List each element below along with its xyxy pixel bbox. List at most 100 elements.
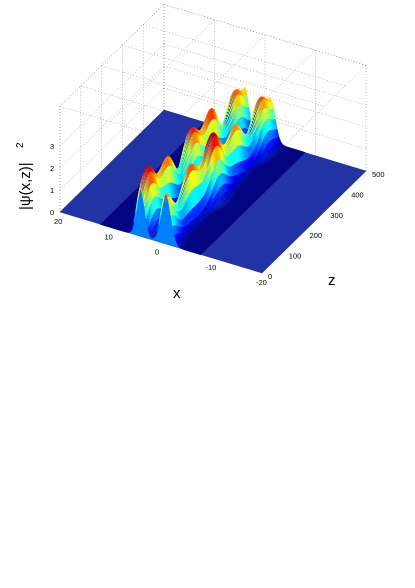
surface-segment: [231, 183, 235, 189]
surface-segment: [249, 192, 252, 195]
surface-segment: [246, 202, 249, 205]
surface-segment: [258, 188, 261, 190]
surface-segment: [240, 182, 244, 185]
surface-segment: [225, 174, 229, 184]
surface-segment: [253, 178, 256, 180]
surface-segment: [248, 157, 252, 165]
surface-segment: [248, 166, 252, 171]
surface-segment: [270, 160, 273, 163]
surface-segment: [221, 215, 224, 218]
surface-segment: [210, 108, 214, 120]
surface-segment: [238, 173, 242, 180]
surface-segment: [240, 210, 243, 213]
surface-segment: [233, 175, 237, 183]
surface-segment: [209, 109, 213, 121]
surface-segment: [180, 144, 184, 147]
surface-segment: [244, 190, 248, 193]
surface-segment: [260, 180, 263, 182]
surface-segment: [200, 163, 204, 168]
surface-segment: [238, 94, 242, 105]
surface-segment: [266, 183, 269, 185]
surface-segment: [244, 200, 247, 202]
surface-segment: [288, 161, 291, 164]
surface-segment: [268, 108, 272, 120]
surface-segment: [267, 160, 271, 163]
surface-segment: [247, 158, 250, 167]
surface-segment: [243, 96, 247, 108]
surface-segment: [239, 161, 243, 173]
surface-segment: [283, 171, 286, 173]
surface-segment: [234, 214, 237, 216]
surface-segment: [266, 159, 269, 162]
surface-segment: [176, 164, 179, 167]
surface-segment: [200, 145, 204, 158]
surface-segment: [214, 147, 218, 162]
surface-segment: [267, 179, 271, 181]
surface-segment: [156, 171, 159, 173]
surface-segment: [235, 211, 238, 213]
surface-segment: [243, 135, 247, 147]
surface-segment: [235, 109, 239, 121]
surface-segment: [298, 152, 301, 154]
surface-segment: [214, 111, 218, 122]
surface-segment: [238, 192, 241, 195]
surface-segment: [241, 193, 244, 196]
surface-segment: [274, 156, 277, 159]
surface-segment: [259, 178, 262, 181]
surface-segment: [252, 192, 255, 195]
surface-segment: [261, 127, 265, 140]
surface-segment: [277, 168, 280, 170]
surface-segment: [267, 182, 270, 184]
surface-segment: [244, 87, 248, 95]
surface-segment: [275, 137, 279, 144]
surface-segment: [289, 147, 292, 149]
surface-segment: [283, 168, 287, 170]
surface-segment: [260, 96, 263, 101]
surface-segment: [268, 150, 272, 155]
surface-segment: [283, 155, 286, 157]
surface-segment: [218, 211, 222, 214]
surface-segment: [272, 179, 275, 182]
surface-segment: [179, 146, 182, 148]
surface-segment: [216, 213, 219, 216]
surface-segment: [227, 207, 230, 210]
surface-segment: [215, 209, 218, 212]
surface-segment: [225, 190, 229, 196]
surface-segment: [292, 157, 295, 160]
surface-segment: [229, 206, 232, 208]
surface-segment: [222, 184, 226, 193]
surface-segment: [219, 210, 222, 213]
surface-segment: [239, 145, 243, 162]
surface-segment: [260, 175, 263, 177]
surface-segment: [270, 183, 273, 185]
surface-segment: [225, 142, 228, 147]
surface-segment: [246, 184, 249, 187]
surface-segment: [246, 191, 249, 193]
surface-segment: [193, 144, 197, 158]
surface-segment: [214, 206, 217, 210]
surface-segment: [253, 182, 256, 184]
surface-segment: [229, 133, 233, 139]
surface-segment: [249, 156, 253, 164]
surface-segment: [240, 185, 243, 188]
surface-segment: [233, 191, 237, 194]
surface-segment: [278, 173, 282, 175]
surface-segment: [234, 111, 238, 123]
surface-segment: [133, 191, 136, 193]
surface-segment: [276, 169, 279, 171]
surface-segment: [242, 184, 245, 186]
surface-segment: [230, 176, 234, 184]
surface-segment: [174, 157, 177, 160]
surface-segment: [251, 119, 255, 123]
surface-segment: [243, 196, 246, 199]
surface-segment: [239, 191, 242, 193]
surface-segment: [243, 194, 246, 196]
surface-segment: [245, 95, 249, 108]
surface-segment: [266, 185, 269, 187]
surface-segment: [226, 210, 229, 213]
surface-segment: [254, 147, 258, 156]
surface-segment: [267, 157, 271, 160]
surface-segment: [252, 194, 255, 197]
surface-segment: [251, 189, 254, 191]
surface-segment: [238, 213, 241, 215]
